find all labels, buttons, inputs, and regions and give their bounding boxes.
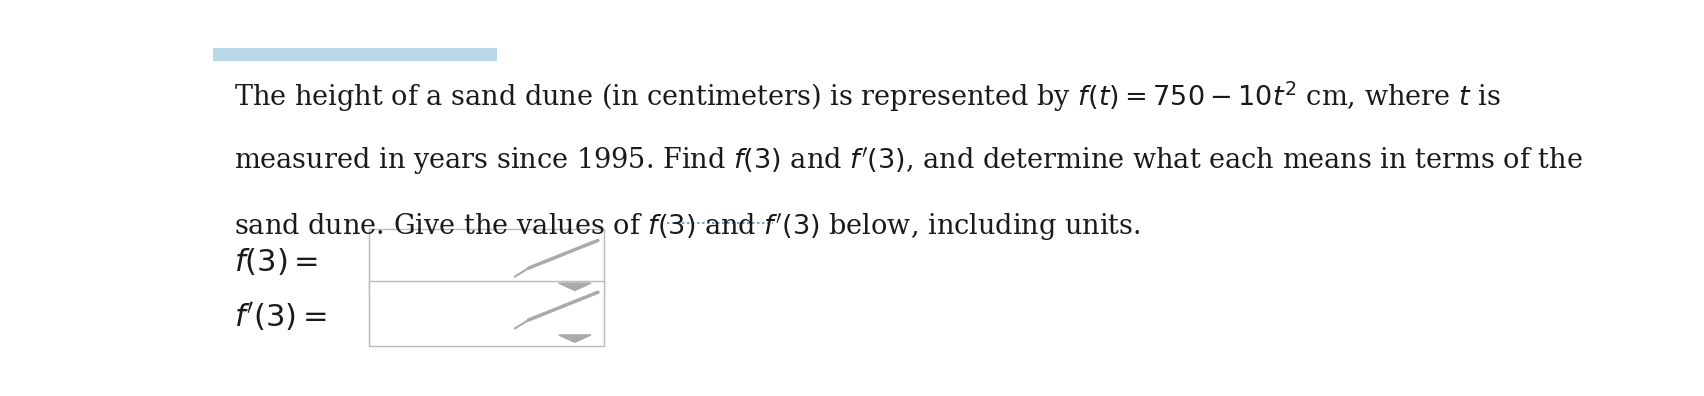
Text: $f'(3) =$: $f'(3) =$ bbox=[233, 301, 327, 334]
Polygon shape bbox=[559, 335, 591, 343]
Bar bbox=[213, 48, 498, 61]
Text: sand dune. Give the values of $f(3)$ and $f'(3)$ below, including units.: sand dune. Give the values of $f(3)$ and… bbox=[233, 211, 1142, 243]
Text: The height of a sand dune (in centimeters) is represented by $f(t) = 750 - 10t^2: The height of a sand dune (in centimeter… bbox=[233, 80, 1501, 114]
Bar bbox=[368, 229, 603, 295]
Text: $f(3) =$: $f(3) =$ bbox=[233, 247, 319, 278]
Bar bbox=[368, 281, 603, 346]
Text: measured in years since 1995. Find $f(3)$ and $f'(3)$, and determine what each m: measured in years since 1995. Find $f(3)… bbox=[233, 145, 1583, 177]
Polygon shape bbox=[559, 283, 591, 291]
